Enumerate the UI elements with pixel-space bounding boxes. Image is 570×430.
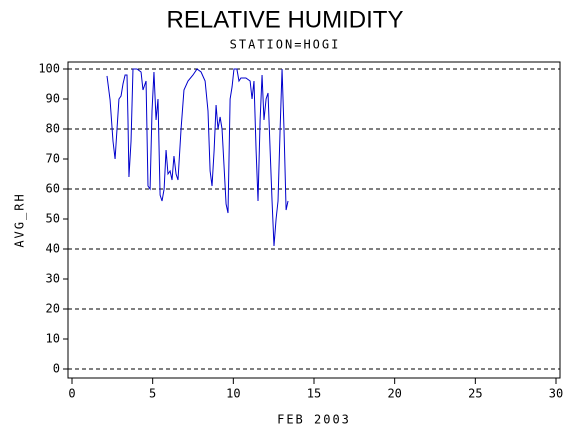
y-tick-label: 60 xyxy=(46,182,60,196)
y-tick-label: 50 xyxy=(46,212,60,226)
x-tick-label: 20 xyxy=(387,387,401,401)
y-tick-label: 80 xyxy=(46,122,60,136)
y-tick-label: 10 xyxy=(46,332,60,346)
x-tick-label: 5 xyxy=(149,387,156,401)
y-tick-label: 70 xyxy=(46,152,60,166)
y-tick-label: 100 xyxy=(38,62,60,76)
x-tick-label: 15 xyxy=(307,387,321,401)
y-axis-label: AVG_RH xyxy=(13,192,27,247)
x-tick-label: 30 xyxy=(549,387,563,401)
x-tick-label: 0 xyxy=(68,387,75,401)
chart-subtitle: STATION=HOGI xyxy=(230,38,341,52)
x-tick-label: 10 xyxy=(226,387,240,401)
data-line xyxy=(106,68,289,247)
chart-title: RELATIVE HUMIDITY xyxy=(167,6,404,33)
y-tick-label: 0 xyxy=(53,362,60,376)
x-tick-label: 25 xyxy=(468,387,482,401)
y-tick-label: 30 xyxy=(46,272,60,286)
y-tick-label: 40 xyxy=(46,242,60,256)
plot-frame xyxy=(67,61,561,379)
y-tick-label: 20 xyxy=(46,302,60,316)
x-axis-label: FEB 2003 xyxy=(277,413,351,427)
y-tick-label: 90 xyxy=(46,92,60,106)
